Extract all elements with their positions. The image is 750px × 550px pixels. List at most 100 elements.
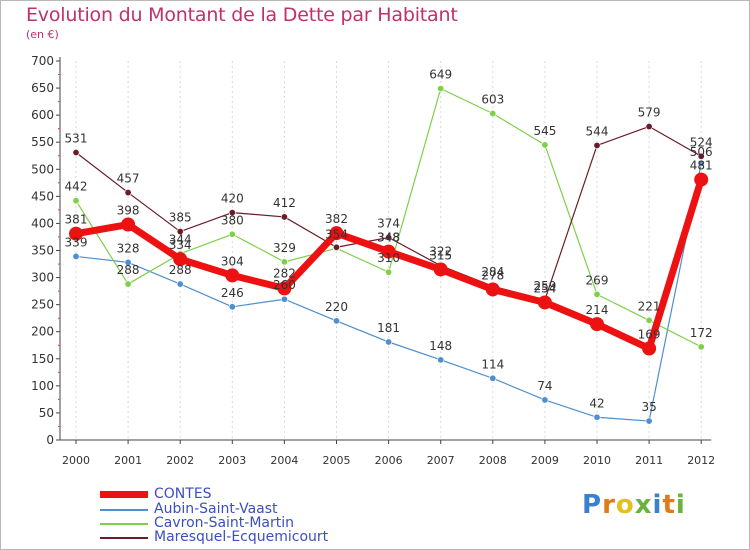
y-tick-label: 150 — [31, 352, 54, 366]
data-point — [485, 282, 500, 297]
data-label: 269 — [586, 273, 609, 287]
y-tick-label: 550 — [31, 135, 54, 149]
data-point — [593, 290, 601, 298]
data-label: 288 — [117, 263, 140, 277]
data-point — [385, 268, 393, 276]
data-label: 214 — [586, 303, 609, 317]
logo-letter: P — [582, 490, 603, 520]
logo-letter: i — [652, 490, 663, 520]
legend-item-maresquel-ecquemicourt: Maresquel-Ecquemicourt — [100, 530, 328, 545]
legend-swatch — [100, 491, 148, 498]
data-label: 181 — [377, 321, 400, 335]
data-label: 284 — [481, 265, 504, 279]
data-label: 304 — [221, 254, 244, 268]
data-label: 169 — [638, 327, 661, 341]
data-label: 579 — [638, 106, 661, 120]
legend-swatch — [100, 522, 148, 525]
data-point — [642, 341, 657, 356]
data-label: 35 — [641, 400, 656, 414]
data-label: 148 — [429, 339, 452, 353]
data-label: 381 — [65, 213, 88, 227]
data-point — [124, 189, 132, 197]
data-label: 481 — [690, 159, 713, 173]
data-label: 260 — [273, 278, 296, 292]
logo-letter: t — [662, 490, 676, 520]
data-label: 114 — [481, 357, 504, 371]
data-label: 398 — [117, 204, 140, 218]
data-point — [694, 172, 709, 187]
data-label: 278 — [481, 268, 504, 282]
data-label: 506 — [690, 145, 713, 159]
data-label: 282 — [273, 266, 296, 280]
data-label: 382 — [325, 212, 348, 226]
legend-label: CONTES — [154, 486, 212, 502]
data-label: 457 — [117, 172, 140, 186]
data-point — [332, 317, 340, 325]
data-point — [381, 244, 396, 259]
data-point — [69, 226, 83, 241]
data-label: 380 — [221, 213, 244, 227]
data-label: 603 — [481, 93, 504, 107]
data-point — [228, 209, 236, 217]
data-label: 344 — [169, 233, 192, 247]
data-point — [228, 230, 236, 238]
logo-letter: i — [675, 490, 686, 520]
y-tick-label: 400 — [31, 216, 54, 230]
data-point — [590, 317, 604, 332]
data-label: 354 — [325, 227, 348, 241]
x-tick-label: 2008 — [479, 454, 507, 467]
data-point — [541, 396, 549, 404]
y-tick-label: 0 — [46, 433, 54, 447]
x-tick-label: 2006 — [375, 454, 403, 467]
x-tick-label: 2007 — [427, 454, 455, 467]
logo-letter: o — [615, 490, 635, 520]
data-point — [385, 234, 393, 242]
x-tick-label: 2009 — [531, 454, 559, 467]
data-point — [385, 338, 393, 346]
x-tick-label: 2001 — [114, 454, 142, 467]
data-label: 524 — [690, 135, 713, 149]
data-label: 544 — [586, 124, 609, 138]
data-point — [173, 252, 188, 267]
data-point — [329, 226, 344, 241]
data-label: 545 — [533, 124, 556, 138]
x-tick-label: 2002 — [166, 454, 194, 467]
data-label: 42 — [589, 396, 604, 410]
data-point — [697, 343, 705, 351]
data-point — [176, 228, 184, 236]
data-label: 172 — [690, 326, 713, 340]
legend-item-aubin-saint-vaast: Aubin-Saint-Vaast — [100, 502, 278, 517]
y-tick-label: 600 — [31, 108, 54, 122]
data-label: 328 — [117, 241, 140, 255]
data-point — [228, 303, 236, 311]
data-point — [332, 243, 340, 251]
data-label: 246 — [221, 286, 244, 300]
data-point — [280, 258, 288, 266]
data-label: 385 — [169, 211, 192, 225]
y-tick-label: 100 — [31, 379, 54, 393]
x-tick-label: 2005 — [323, 454, 351, 467]
data-label: 649 — [429, 68, 452, 82]
data-label: 420 — [221, 192, 244, 206]
data-label: 442 — [65, 180, 88, 194]
data-point — [72, 197, 80, 205]
data-point — [645, 417, 653, 425]
y-tick-label: 200 — [31, 325, 54, 339]
data-label: 254 — [533, 281, 556, 295]
y-tick-label: 250 — [31, 298, 54, 312]
data-point — [121, 217, 136, 232]
data-label: 334 — [169, 238, 192, 252]
y-axis-unit-label: (en €) — [26, 28, 59, 41]
data-point — [277, 281, 292, 296]
y-tick-label: 700 — [31, 54, 54, 68]
data-label: 322 — [429, 245, 452, 259]
data-point — [72, 252, 80, 260]
x-tick-label: 2004 — [270, 454, 298, 467]
data-point — [124, 280, 132, 288]
data-point — [280, 295, 288, 303]
x-tick-label: 2010 — [583, 454, 611, 467]
data-label: 374 — [377, 217, 400, 231]
data-point — [437, 85, 445, 93]
legend-label: Cavron-Saint-Martin — [154, 515, 295, 531]
data-point — [124, 258, 132, 266]
